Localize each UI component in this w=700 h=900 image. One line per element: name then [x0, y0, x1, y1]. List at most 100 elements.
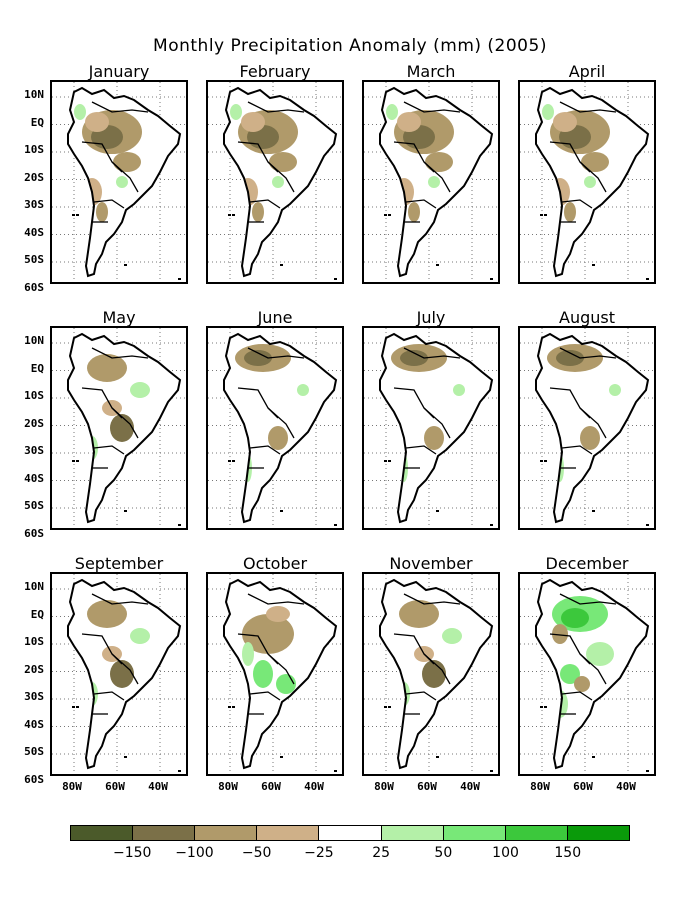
map-panel-june: [206, 326, 344, 530]
anomaly-region: [116, 176, 128, 188]
anomaly-region: [242, 642, 254, 666]
map-panel-february: [206, 80, 344, 284]
anomaly-region: [242, 614, 294, 654]
island: [232, 214, 235, 216]
map-panel-october: [206, 572, 344, 776]
anomaly-region: [85, 112, 109, 132]
anomaly-region: [110, 414, 134, 442]
anomaly-region: [266, 606, 290, 622]
anomaly-region: [400, 350, 428, 366]
legend-swatch: [505, 826, 568, 840]
anomaly-region: [276, 674, 296, 694]
panel-title-may: May: [102, 308, 136, 327]
country-border: [267, 407, 295, 439]
lat-tick-label: EQ: [30, 607, 44, 621]
legend-label: 150: [554, 845, 582, 861]
island: [388, 460, 391, 462]
island: [544, 706, 547, 708]
anomaly-region: [297, 384, 309, 396]
legend-swatch: [195, 826, 258, 840]
country-border: [561, 691, 593, 701]
anomaly-region: [74, 104, 86, 120]
island: [72, 460, 75, 462]
map-canvas: [208, 82, 342, 282]
anomaly-region: [561, 608, 589, 628]
island: [280, 264, 283, 266]
island: [124, 264, 127, 266]
country-border: [91, 593, 149, 605]
map-panel-august: [518, 326, 656, 530]
lat-tick-label: 10N: [24, 88, 44, 101]
anomaly-region: [241, 112, 265, 132]
country-border: [405, 199, 437, 209]
lat-tick-label: 60S: [24, 280, 44, 294]
anomaly-region: [87, 354, 127, 382]
legend-swatch: [133, 826, 196, 840]
map-canvas: [364, 328, 498, 528]
lat-tick-label: 40S: [24, 717, 44, 731]
coastline: [535, 332, 650, 524]
anomaly-region: [564, 202, 576, 222]
lon-tick-label: 80W: [218, 780, 238, 793]
anomaly-region: [397, 112, 421, 132]
anomaly-region: [552, 624, 568, 644]
island: [540, 706, 543, 708]
island: [540, 214, 543, 216]
anomaly-region: [428, 176, 440, 188]
lat-tick-label: 30S: [24, 444, 44, 457]
anomaly-region: [586, 642, 614, 666]
panel-title-january: January: [88, 62, 150, 81]
legend-swatch: [381, 826, 444, 840]
lon-tick-label: 80W: [62, 780, 82, 793]
anomaly-region: [110, 660, 134, 688]
map-panel-july: [362, 326, 500, 530]
island: [388, 706, 391, 708]
country-border: [559, 593, 617, 605]
lat-tick-label: 30S: [24, 690, 44, 703]
island: [76, 214, 79, 216]
country-border: [267, 161, 295, 193]
lat-tick-label: 50S: [24, 745, 44, 758]
country-border: [561, 199, 593, 209]
island: [228, 706, 231, 708]
lon-tick-label: 40W: [460, 780, 480, 793]
coastline: [67, 86, 182, 278]
legend-label: −25: [304, 845, 334, 861]
island: [490, 524, 493, 526]
anomaly-region: [230, 104, 242, 120]
anomaly-region: [580, 426, 600, 450]
country-border: [561, 445, 593, 455]
coastline: [223, 86, 338, 278]
lat-tick-label: 20S: [24, 170, 44, 184]
island: [334, 524, 337, 526]
island: [76, 460, 79, 462]
island: [124, 756, 127, 758]
anomaly-region: [96, 202, 108, 222]
anomaly-region: [453, 384, 465, 396]
anomaly-region: [244, 350, 272, 366]
legend-label: −150: [112, 845, 152, 861]
country-border: [247, 101, 305, 113]
lat-tick-label: 10N: [24, 334, 44, 347]
island: [178, 278, 181, 280]
country-border: [405, 691, 437, 701]
island: [76, 706, 79, 708]
map-canvas: [208, 328, 342, 528]
anomaly-region: [425, 152, 453, 172]
panel-title-october: October: [242, 554, 308, 573]
map-panel-december: [518, 572, 656, 776]
lat-tick-label: EQ: [30, 115, 44, 129]
legend-swatch: [71, 826, 134, 840]
lat-tick-label: 60S: [24, 526, 44, 540]
lat-tick-label: 20S: [24, 662, 44, 676]
panel-title-november: November: [389, 554, 473, 573]
island: [592, 756, 595, 758]
island: [280, 756, 283, 758]
island: [384, 214, 387, 216]
anomaly-region: [87, 600, 127, 628]
country-border: [267, 653, 295, 685]
lat-tick-label: 10S: [24, 389, 44, 402]
lon-tick-label: 80W: [374, 780, 394, 793]
country-border: [579, 407, 607, 439]
country-border: [247, 347, 305, 359]
